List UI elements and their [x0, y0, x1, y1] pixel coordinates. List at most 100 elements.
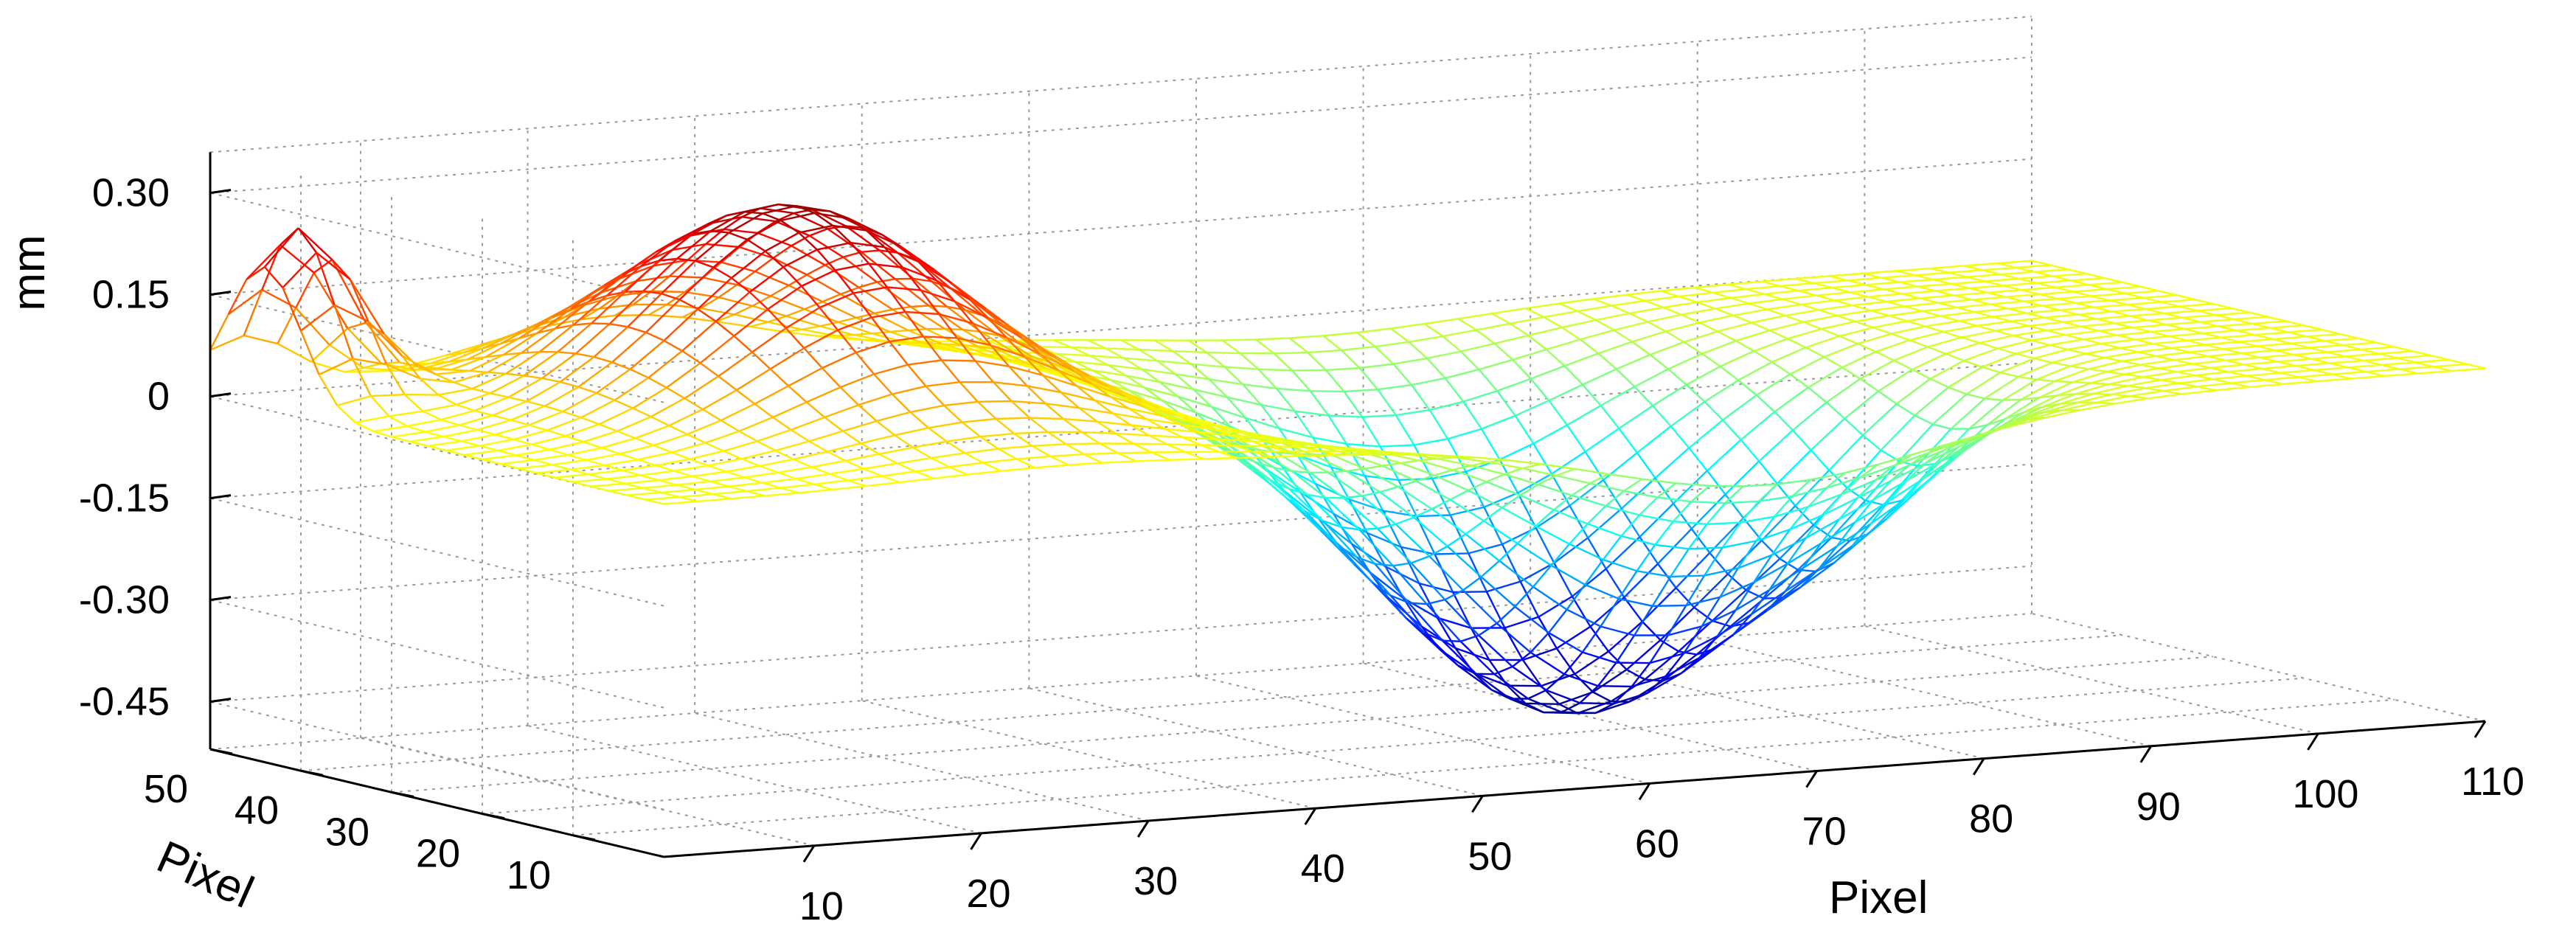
mesh-segment — [1122, 357, 1142, 370]
mesh-segment — [1294, 410, 1314, 438]
mesh-segment — [2378, 352, 2398, 359]
mesh-segment — [2325, 337, 2358, 342]
mesh-segment — [1800, 303, 1819, 311]
mesh-segment — [629, 339, 665, 370]
mesh-segment — [1626, 293, 1646, 302]
mesh-segment — [2295, 364, 2315, 372]
mesh-segment — [987, 317, 1023, 339]
mesh-segment — [1517, 542, 1552, 566]
mesh-segment — [2033, 357, 2052, 364]
mesh-segment — [1982, 366, 2001, 374]
mesh-segment — [1510, 322, 1529, 336]
mesh-segment — [1465, 470, 1485, 508]
mesh-segment — [1268, 445, 1302, 448]
mesh-segment — [2055, 380, 2073, 383]
mesh-segment — [1545, 673, 1565, 691]
mesh-segment — [1110, 379, 1145, 389]
mesh-segment — [1992, 312, 2027, 318]
mesh-segment — [712, 490, 747, 496]
mesh-segment — [1755, 515, 1775, 542]
mesh-segment — [513, 429, 548, 441]
mesh-segment — [813, 212, 833, 226]
mesh-segment — [2163, 312, 2182, 319]
mesh-segment — [1307, 493, 1326, 499]
mesh-segment — [1880, 414, 1916, 451]
mesh-segment — [513, 438, 532, 445]
mesh-segment — [1616, 368, 1636, 388]
mesh-segment — [451, 356, 486, 371]
mesh-segment — [661, 293, 680, 301]
mesh-segment — [1617, 570, 1638, 600]
mesh-segment — [2298, 373, 2333, 378]
mesh-segment — [1893, 346, 1928, 361]
x-tick-label: 30 — [1133, 859, 1178, 903]
mesh-segment — [2083, 334, 2117, 341]
mesh-segment — [1527, 698, 1563, 713]
mesh-segment — [1216, 438, 1251, 442]
mesh-segment — [2298, 376, 2317, 383]
mesh-segment — [1756, 528, 1791, 542]
mesh-segment — [1863, 270, 1898, 274]
mesh-segment — [1979, 334, 2014, 344]
mesh-segment — [1266, 468, 1301, 493]
mesh-segment — [347, 322, 367, 330]
mesh-segment — [1691, 501, 1726, 504]
mesh-segment — [1577, 305, 1612, 313]
grid-line-floor-y — [391, 656, 2214, 793]
mesh-segment — [1530, 378, 1550, 401]
mesh-segment — [1922, 310, 1941, 317]
mesh-segment — [2168, 332, 2203, 338]
mesh-segment — [1626, 290, 1662, 296]
mesh-segment — [720, 420, 740, 432]
mesh-segment — [1535, 509, 1555, 527]
mesh-segment — [1030, 417, 1064, 420]
mesh-segment — [1209, 378, 1243, 386]
mesh-segment — [832, 224, 867, 232]
mesh-segment — [1340, 526, 1376, 565]
mesh-segment — [2077, 313, 2097, 320]
mesh-segment — [2291, 340, 2325, 344]
mesh-segment — [1419, 582, 1454, 594]
mesh-segment — [1681, 313, 1700, 324]
mesh-segment — [1584, 583, 1619, 600]
mesh-segment — [899, 245, 919, 263]
mesh-segment — [746, 238, 766, 252]
mesh-segment — [1904, 305, 1923, 313]
mesh-segment — [227, 279, 248, 315]
mesh-segment — [536, 308, 572, 334]
mesh-segment — [632, 386, 667, 409]
mesh-segment — [2277, 358, 2312, 363]
mesh-segment — [1798, 286, 1833, 292]
mesh-segment — [2311, 355, 2346, 360]
mesh-segment — [1559, 302, 1578, 313]
mesh-segment — [1652, 383, 1687, 407]
mesh-segment — [1358, 367, 1379, 390]
mesh-segment — [419, 378, 440, 396]
mesh-segment — [1906, 462, 1926, 482]
mesh-segment — [2089, 284, 2108, 291]
mesh-segment — [1961, 336, 1980, 344]
mesh-segment — [544, 405, 563, 413]
mesh-segment — [609, 487, 644, 492]
mesh-segment — [2332, 370, 2367, 375]
mesh-segment — [998, 448, 1018, 460]
mesh-segment — [1356, 332, 1376, 348]
mesh-segment — [1459, 640, 1496, 675]
mesh-segment — [871, 310, 906, 319]
mesh-segment — [2016, 264, 2050, 269]
mesh-segment — [2414, 361, 2434, 368]
mesh-segment — [653, 433, 688, 447]
mesh-segment — [500, 459, 535, 465]
mesh-segment — [1044, 403, 1064, 420]
mesh-segment — [889, 341, 909, 366]
mesh-segment — [767, 285, 802, 310]
mesh-segment — [736, 271, 756, 286]
mesh-segment — [1555, 468, 1575, 477]
mesh-segment — [367, 321, 388, 365]
mesh-segment — [1921, 460, 1942, 480]
mesh-segment — [710, 480, 729, 487]
mesh-segment — [2096, 395, 2131, 403]
mesh-segment — [2148, 393, 2182, 400]
mesh-segment — [2448, 358, 2468, 365]
mesh-segment — [1945, 434, 1980, 446]
